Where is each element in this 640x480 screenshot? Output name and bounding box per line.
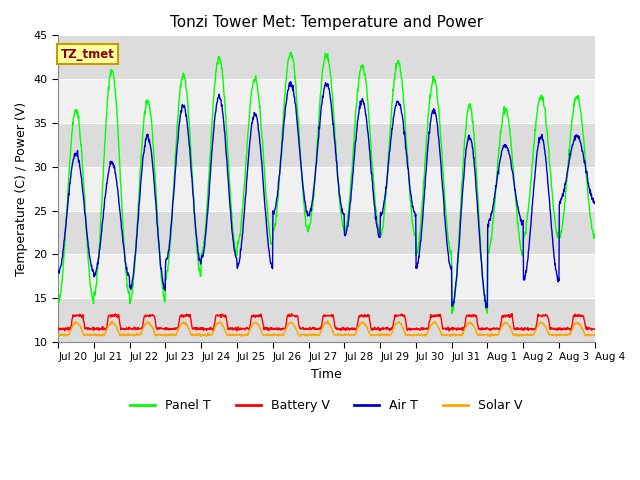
- Air T: [173, 141, 181, 147]
- Panel T: [591, 233, 598, 239]
- Bar: [58, 167, 595, 211]
- Line: Battery V: Battery V: [58, 313, 595, 331]
- Panel T: [287, 49, 295, 55]
- Battery V: [173, 325, 181, 331]
- Battery V: [54, 325, 62, 331]
- Bar: [58, 298, 595, 342]
- Air T: [528, 211, 536, 216]
- Solar V: [173, 328, 181, 334]
- Battery V: [508, 311, 516, 316]
- Bar: [58, 254, 595, 298]
- Bar: [58, 36, 595, 79]
- X-axis label: Time: Time: [311, 368, 342, 381]
- Bar: [58, 211, 595, 254]
- Title: Tonzi Tower Met: Temperature and Power: Tonzi Tower Met: Temperature and Power: [170, 15, 483, 30]
- Solar V: [324, 318, 332, 324]
- Battery V: [480, 326, 488, 332]
- Battery V: [528, 326, 536, 332]
- Air T: [234, 265, 241, 271]
- Line: Panel T: Panel T: [58, 52, 595, 313]
- Legend: Panel T, Battery V, Air T, Solar V: Panel T, Battery V, Air T, Solar V: [125, 394, 528, 417]
- Air T: [591, 199, 598, 205]
- Panel T: [528, 171, 536, 177]
- Air T: [483, 305, 490, 311]
- Battery V: [410, 327, 417, 333]
- Solar V: [410, 332, 418, 338]
- Battery V: [161, 326, 168, 332]
- Line: Air T: Air T: [58, 82, 595, 308]
- Panel T: [481, 292, 488, 298]
- Y-axis label: Temperature (C) / Power (V): Temperature (C) / Power (V): [15, 102, 28, 276]
- Line: Solar V: Solar V: [58, 321, 595, 336]
- Panel T: [161, 299, 168, 304]
- Panel T: [173, 121, 181, 127]
- Battery V: [591, 326, 598, 332]
- Bar: [58, 123, 595, 167]
- Air T: [161, 283, 168, 289]
- Solar V: [528, 333, 536, 338]
- Solar V: [481, 332, 488, 338]
- Air T: [480, 289, 488, 295]
- Solar V: [591, 332, 598, 337]
- Battery V: [445, 328, 453, 334]
- Panel T: [234, 239, 241, 244]
- Air T: [54, 269, 62, 275]
- Battery V: [234, 328, 241, 334]
- Air T: [287, 79, 294, 84]
- Panel T: [410, 229, 418, 235]
- Air T: [410, 209, 418, 215]
- Panel T: [54, 299, 62, 304]
- Solar V: [234, 332, 241, 338]
- Solar V: [237, 334, 245, 339]
- Panel T: [448, 311, 456, 316]
- Bar: [58, 79, 595, 123]
- Solar V: [54, 331, 62, 337]
- Text: TZ_tmet: TZ_tmet: [61, 48, 115, 60]
- Solar V: [161, 332, 168, 338]
